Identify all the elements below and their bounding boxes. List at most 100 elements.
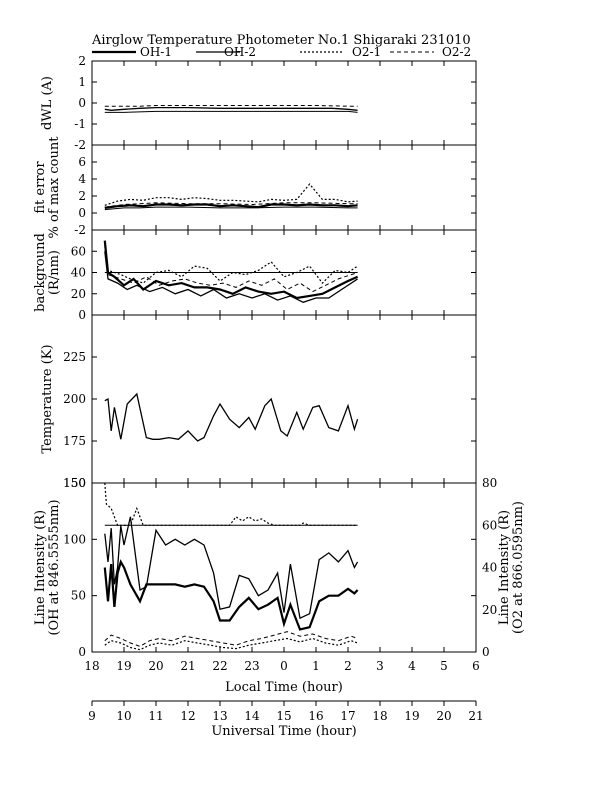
- legend-label: O2-1: [352, 45, 381, 59]
- y-tick-label: 175: [63, 434, 86, 448]
- y-tick-label: 0: [78, 96, 86, 110]
- y-right-tick-label: 60: [482, 518, 497, 532]
- x-local-tick-label: 5: [440, 659, 448, 673]
- panel-fit: -2 0 2 4 6 fit error% of max count: [33, 136, 477, 239]
- x-local-tick-label: 6: [472, 659, 480, 673]
- panel-temp: 150 175 200 225 Temperature (K): [40, 314, 477, 490]
- y-tick-label: 0: [78, 645, 86, 659]
- y-tick-label: 0: [78, 206, 86, 220]
- y-axis-label: Temperature (K): [40, 344, 55, 453]
- x-universal-tick-label: 19: [404, 709, 419, 723]
- x-universal-axis-label: Universal Time (hour): [211, 724, 356, 739]
- y-tick-label: 2: [78, 189, 86, 203]
- x-universal-tick-label: 21: [468, 709, 483, 723]
- y-axis-label: dWL (A): [40, 76, 55, 130]
- x-local-tick-label: 2: [344, 659, 352, 673]
- y-tick-label: -2: [74, 138, 86, 152]
- series-line: [104, 516, 359, 620]
- y-right-axis-label: Line Intensity (R): [497, 510, 512, 625]
- series-line: [104, 206, 358, 211]
- panel-dwl: -2 -1 0 1 2 dWL (A): [40, 54, 477, 152]
- x-local-tick-label: 21: [180, 659, 195, 673]
- panel-bg: 0 20 40 60 background (R/nm): [33, 229, 477, 322]
- series-line: [104, 244, 358, 285]
- y-tick-label: 150: [63, 476, 86, 490]
- legend: OH-1 OH-2 O2-1 O2-2: [92, 45, 471, 59]
- panels: -2 -1 0 1 2 dWL (A) -2 0 2 4 6 fit error% of max co…: [33, 54, 526, 659]
- panel-frame: [91, 314, 477, 484]
- y-tick-label: -1: [74, 117, 86, 131]
- series-line: [104, 482, 358, 526]
- x-universal-tick-label: 11: [148, 709, 163, 723]
- series-line: [104, 637, 358, 651]
- x-local-tick-label: 22: [212, 659, 227, 673]
- y-tick-label: 100: [63, 532, 86, 546]
- x-local-tick-label: 18: [84, 659, 99, 673]
- series-line: [104, 203, 358, 209]
- x-local-axis-label: Local Time (hour): [225, 680, 343, 695]
- series-line: [104, 631, 358, 647]
- panel-frame: [91, 60, 477, 146]
- y-axis-label: fit error: [33, 161, 48, 214]
- series-line: [104, 110, 358, 113]
- legend-label: O2-2: [442, 45, 471, 59]
- series-line: [104, 105, 358, 107]
- y-tick-label: 60: [71, 244, 86, 258]
- y-axis-label: % of max count: [47, 136, 62, 239]
- x-local-tick-label: 20: [148, 659, 163, 673]
- series-line: [104, 202, 358, 208]
- y-tick-label: 50: [71, 589, 86, 603]
- x-universal-tick-label: 17: [340, 709, 355, 723]
- x-universal-tick-label: 9: [88, 709, 96, 723]
- y-tick-label: 40: [71, 266, 86, 280]
- x-universal-tick-label: 18: [372, 709, 387, 723]
- y-tick-label: 150: [63, 476, 86, 490]
- panel-frame: [91, 144, 477, 231]
- y-tick-label: 0: [78, 308, 86, 322]
- x-universal-tick-label: 13: [212, 709, 227, 723]
- y-right-tick-label: 20: [482, 603, 497, 617]
- y-tick-label: -2: [74, 223, 86, 237]
- y-right-tick-label: 0: [482, 645, 490, 659]
- x-local-tick-label: 0: [280, 659, 288, 673]
- y-tick-label: 200: [63, 392, 86, 406]
- x-universal-tick-label: 15: [276, 709, 291, 723]
- series-line: [104, 183, 358, 206]
- series-line: [104, 251, 358, 304]
- series-line: [103, 240, 359, 300]
- y-axis-label: (R/nm): [47, 250, 62, 295]
- y-axis-label: background: [33, 233, 48, 312]
- y-axis-label: Line Intensity (R): [33, 510, 48, 625]
- chart-title: Airglow Temperature Photometer No.1 Shig…: [91, 33, 471, 48]
- y-right-tick-label: 80: [482, 476, 497, 490]
- x-universal-tick-label: 20: [436, 709, 451, 723]
- x-universal-tick-label: 12: [180, 709, 195, 723]
- x-universal-tick-label: 14: [244, 709, 260, 723]
- legend-label: OH-1: [140, 45, 172, 59]
- y-tick-label: 1: [78, 75, 86, 89]
- x-universal-tick-label: 10: [116, 709, 131, 723]
- y-tick-label: 6: [78, 155, 86, 169]
- y-right-tick-label: 40: [482, 561, 497, 575]
- legend-label: OH-2: [224, 45, 256, 59]
- x-local-tick-label: 19: [116, 659, 131, 673]
- y-tick-label: 20: [71, 287, 86, 301]
- y-tick-label: 225: [63, 350, 86, 364]
- x-local-tick-label: 3: [376, 659, 384, 673]
- x-local-tick-label: 4: [408, 659, 416, 673]
- series-line: [103, 559, 359, 631]
- series-line: [104, 246, 358, 293]
- y-axis-label: (OH at 846.5555nm): [47, 499, 62, 635]
- x-local-tick-label: 1: [312, 659, 320, 673]
- x-local-tick-label: 23: [244, 659, 259, 673]
- y-right-axis-label: (O2 at 866.0595nm): [511, 501, 526, 634]
- series-line: [104, 392, 359, 442]
- series-line: [104, 106, 358, 111]
- x-universal-tick-label: 16: [308, 709, 323, 723]
- y-tick-label: 4: [78, 172, 86, 186]
- y-tick-label: 2: [78, 54, 86, 68]
